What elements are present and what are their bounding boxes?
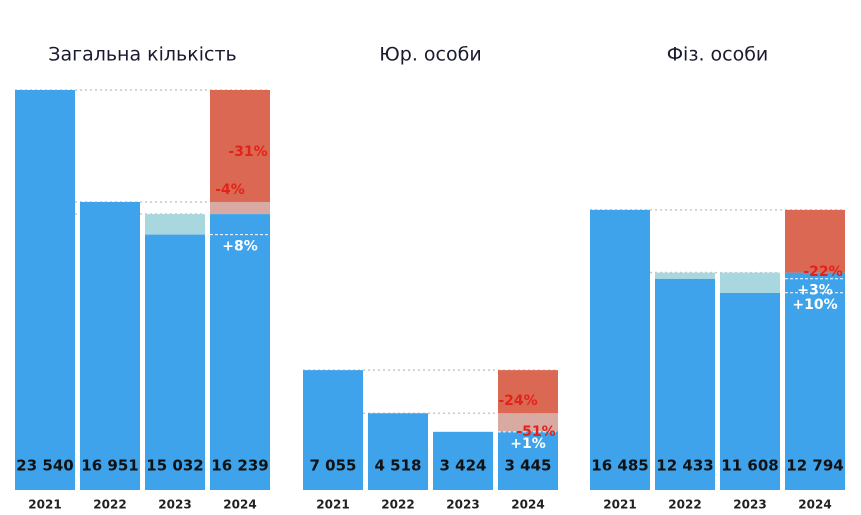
bar	[368, 413, 428, 490]
value-label: 12 433	[656, 457, 713, 475]
change-segment	[210, 201, 270, 215]
bar	[720, 292, 780, 490]
x-tick-label: 2021	[28, 498, 61, 512]
bar	[210, 214, 270, 491]
bar	[15, 90, 75, 490]
change-segment	[210, 90, 270, 202]
change-segment	[720, 272, 780, 293]
bar	[785, 272, 845, 490]
panel-title: Загальна кількість	[48, 44, 236, 66]
x-tick-label: 2023	[158, 498, 191, 512]
change-label: -51%	[516, 424, 555, 440]
value-label: 4 518	[375, 457, 422, 475]
change-label: +1%	[510, 436, 546, 452]
x-tick-label: 2024	[511, 498, 544, 512]
value-label: 12 794	[786, 457, 843, 475]
x-tick-label: 2021	[603, 498, 636, 512]
value-label: 16 485	[591, 457, 648, 475]
change-label: -22%	[803, 264, 842, 280]
change-label: +10%	[792, 297, 837, 313]
change-segment	[498, 370, 558, 414]
bar	[433, 431, 493, 490]
panel-title: Юр. особи	[379, 44, 481, 66]
value-label: 23 540	[16, 457, 73, 475]
change-label: -31%	[228, 144, 267, 160]
change-segment	[145, 214, 205, 235]
change-label: +8%	[222, 239, 258, 255]
value-label: 3 445	[505, 457, 552, 475]
x-tick-label: 2022	[668, 498, 701, 512]
x-tick-label: 2022	[93, 498, 126, 512]
bar	[80, 201, 140, 490]
bar	[145, 234, 205, 490]
x-tick-label: 2021	[316, 498, 349, 512]
value-label: 11 608	[721, 457, 778, 475]
bar	[655, 278, 715, 490]
value-label: 7 055	[310, 457, 357, 475]
panel-title: Фіз. особи	[667, 44, 769, 66]
bar	[303, 370, 363, 490]
x-tick-label: 2024	[223, 498, 256, 512]
change-label: -4%	[215, 182, 245, 198]
change-label: -24%	[498, 393, 537, 409]
value-label: 3 424	[440, 457, 487, 475]
bar	[498, 431, 558, 490]
change-label: +3%	[797, 283, 833, 299]
bar	[590, 209, 650, 491]
change-segment	[785, 209, 845, 273]
value-label: 16 951	[81, 457, 138, 475]
x-tick-label: 2024	[798, 498, 831, 512]
change-segment	[498, 413, 558, 432]
x-tick-label: 2023	[446, 498, 479, 512]
value-label: 15 032	[146, 457, 203, 475]
x-tick-label: 2022	[381, 498, 414, 512]
value-label: 16 239	[211, 457, 268, 475]
change-segment	[655, 272, 715, 279]
x-tick-label: 2023	[733, 498, 766, 512]
